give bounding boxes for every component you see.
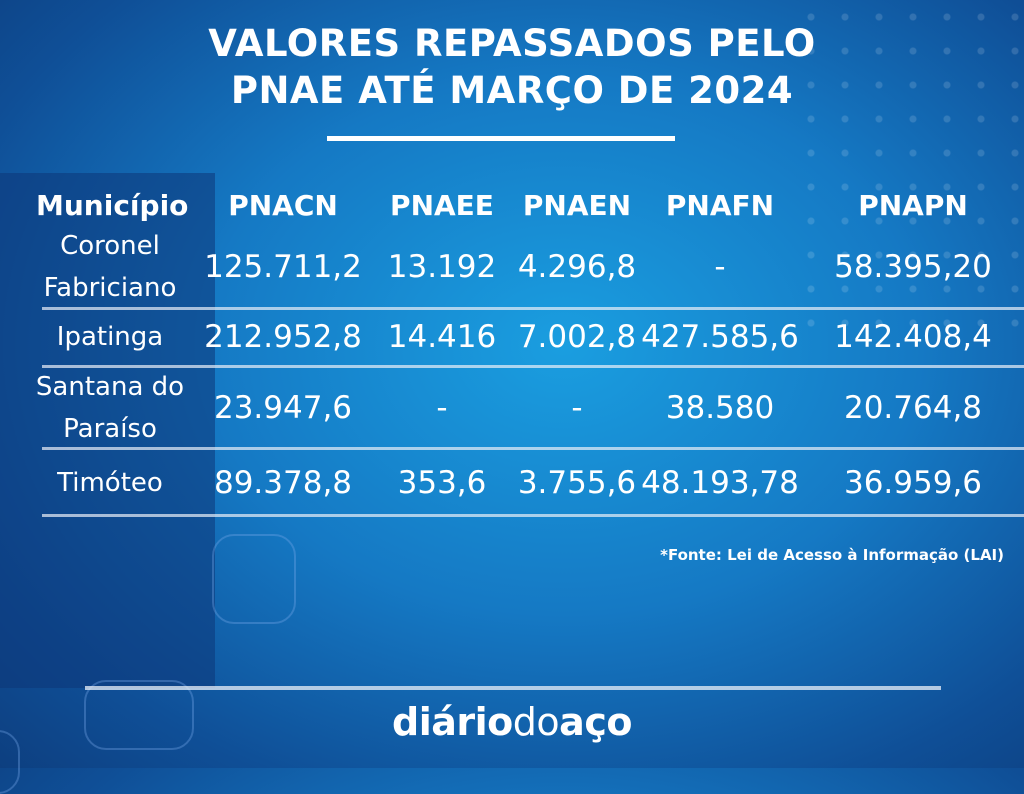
table-value-cell: -	[714, 249, 726, 285]
table-value-cell: 38.580	[665, 390, 775, 426]
municipio-name-line: Fabriciano	[43, 273, 177, 303]
page-title: VALORES REPASSADOS PELO PNAE ATÉ MARÇO D…	[0, 20, 1024, 114]
column-header: PNAEN	[522, 188, 632, 222]
table-value-cell: 4.296,8	[517, 249, 637, 285]
table-value-cell: 427.585,6	[641, 319, 799, 355]
decorative-square	[212, 534, 296, 624]
row-divider	[42, 307, 1024, 310]
source-note: *Fonte: Lei de Acesso à Informação (LAI)	[660, 546, 1004, 564]
table-value-cell: 89.378,8	[213, 465, 353, 501]
table-value-cell: 13.192	[387, 249, 497, 285]
table-value-cell: 48.193,78	[641, 465, 799, 501]
row-divider	[42, 447, 1024, 450]
column-header: PNACN	[228, 188, 338, 222]
table-value-cell: 212.952,8	[204, 319, 362, 355]
municipio-name-line: Ipatinga	[56, 322, 164, 352]
municipio-name-line: Santana do	[35, 372, 185, 402]
municipio-cell: Coronel Fabriciano	[10, 224, 210, 310]
brand-part-1: diário	[392, 700, 513, 744]
title-line-2: PNAE ATÉ MARÇO DE 2024	[230, 69, 794, 112]
table-value-cell: 36.959,6	[843, 465, 983, 501]
municipio-name-line: Coronel	[60, 231, 160, 261]
table-value-cell: 7.002,8	[517, 319, 637, 355]
column-header: PNAFN	[665, 188, 775, 222]
brand-part-2: do	[512, 700, 560, 744]
row-divider	[42, 514, 1024, 517]
footer-divider	[85, 686, 941, 690]
municipio-column-panel	[0, 173, 215, 688]
table-value-cell: 14.416	[387, 319, 497, 355]
municipio-name-line: Timóteo	[57, 468, 163, 498]
row-divider	[42, 365, 1024, 368]
table-value-cell: -	[436, 390, 448, 426]
municipio-cell: Ipatinga	[10, 310, 210, 364]
brand-part-3: aço	[559, 700, 632, 744]
column-header: Município	[36, 188, 189, 222]
table-value-cell: 125.711,2	[204, 249, 362, 285]
table-value-cell: 23.947,6	[213, 390, 353, 426]
decorative-dot-pattern	[794, 0, 1024, 330]
brand-logo: diáriodoaço	[0, 700, 1024, 744]
title-line-1: VALORES REPASSADOS PELO	[208, 22, 816, 65]
table-value-cell: 58.395,20	[834, 249, 992, 285]
column-header: PNAEE	[390, 188, 494, 222]
title-underline	[327, 136, 675, 141]
column-header: PNAPN	[858, 188, 968, 222]
table-value-cell: 20.764,8	[843, 390, 983, 426]
table-value-cell: 3.755,6	[517, 465, 637, 501]
municipio-cell: Timóteo	[10, 453, 210, 513]
municipio-name-line: Paraíso	[63, 414, 157, 444]
decorative-square	[84, 680, 194, 750]
table-value-cell: -	[571, 390, 583, 426]
municipio-cell: Santana do Paraíso	[10, 365, 210, 451]
table-value-cell: 353,6	[397, 465, 487, 501]
table-value-cell: 142.408,4	[834, 319, 992, 355]
